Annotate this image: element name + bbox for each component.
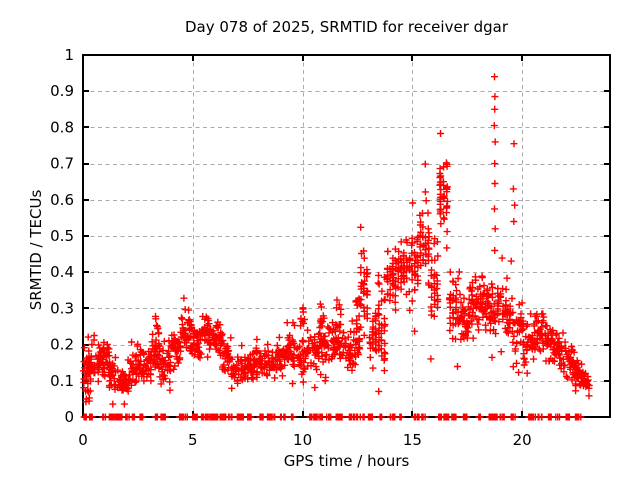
y-tick-label: 0.4 xyxy=(50,263,74,281)
y-tick-label: 0.5 xyxy=(50,227,74,245)
x-axis-label: GPS time / hours xyxy=(283,452,410,470)
y-tick-label: 0.6 xyxy=(50,191,74,209)
y-tick-label: 0.7 xyxy=(50,155,74,173)
y-tick-label: 0.9 xyxy=(50,82,74,100)
chart-title: Day 078 of 2025, SRMTID for receiver dga… xyxy=(184,18,509,36)
y-tick-label: 0.2 xyxy=(50,336,74,354)
x-tick-label: 15 xyxy=(403,431,422,449)
y-tick-label: 0.8 xyxy=(50,118,74,136)
x-tick-label: 10 xyxy=(293,431,312,449)
x-tick-label: 0 xyxy=(78,431,88,449)
y-tick-label: 0 xyxy=(64,408,74,426)
x-tick-label: 5 xyxy=(188,431,198,449)
y-tick-label: 1 xyxy=(64,46,74,64)
x-tick-label: 20 xyxy=(513,431,532,449)
y-axis-label: SRMTID / TECUs xyxy=(27,189,45,311)
y-tick-label: 0.3 xyxy=(50,299,74,317)
scatter-points xyxy=(79,73,593,421)
y-tick-label: 0.1 xyxy=(50,372,74,390)
